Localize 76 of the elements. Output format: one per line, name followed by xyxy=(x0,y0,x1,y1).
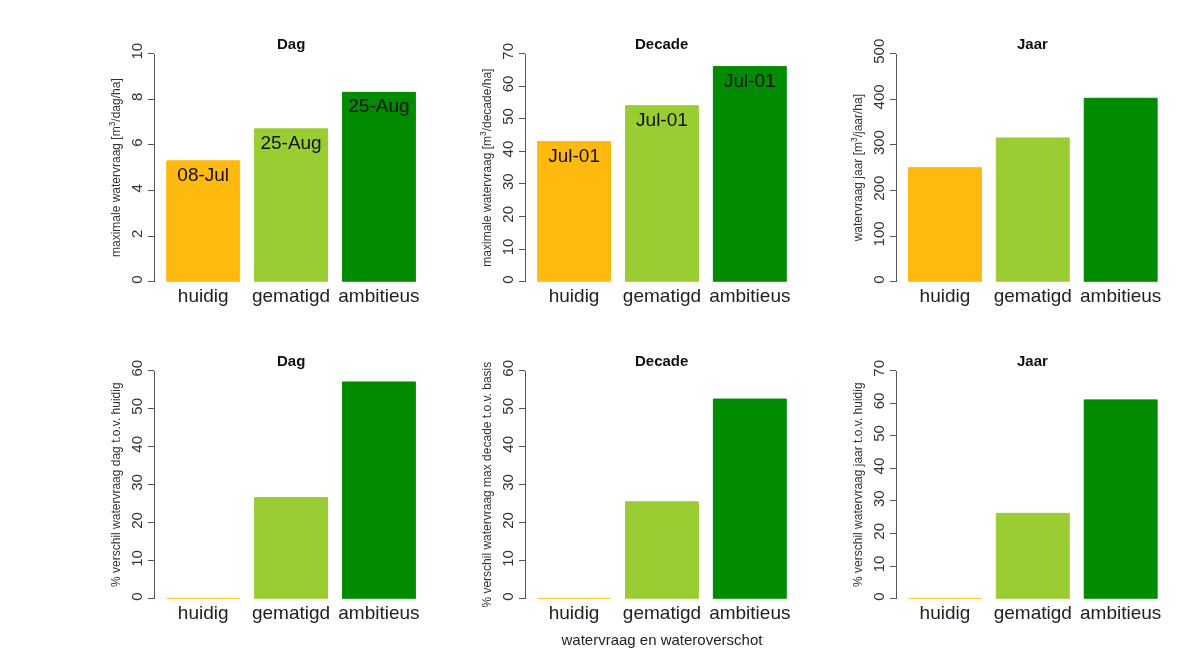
y-tick-label: 20 xyxy=(498,205,516,223)
y-tick-label: 40 xyxy=(127,436,145,453)
y-tick-label: 0 xyxy=(869,275,887,284)
x-tick-label: huidig xyxy=(548,284,600,306)
x-tick-label: ambitieus xyxy=(1080,601,1162,623)
x-tick-label: huidig xyxy=(177,284,229,306)
y-tick-label: 2 xyxy=(127,229,145,239)
y-tick-label: 6 xyxy=(127,138,145,147)
y-tick-label: 10 xyxy=(127,550,145,567)
y-tick-label: 60 xyxy=(869,392,887,410)
y-tick-label: 4 xyxy=(127,184,145,193)
y-tick-label: 20 xyxy=(869,522,887,540)
y-tick-label: 50 xyxy=(498,397,516,415)
y-tick-label: 50 xyxy=(127,397,145,415)
x-tick-label: gematigd xyxy=(251,601,331,623)
y-tick-label: 20 xyxy=(127,512,145,529)
y-axis-title: % verschil watervraag jaar t.o.v. huidig xyxy=(850,382,865,587)
y-tick-label: 10 xyxy=(498,238,516,256)
x-tick-label: huidig xyxy=(919,601,971,623)
y-tick-label: 30 xyxy=(127,474,145,491)
y-axis-title: % verschil watervraag max decade t.o.v. basis xyxy=(480,361,495,608)
x-tick-label: ambitieus xyxy=(709,284,791,306)
x-tick-label: huidig xyxy=(177,601,229,623)
data-label: Jul-01 xyxy=(548,144,600,166)
data-label: 08-Jul xyxy=(177,163,230,185)
y-tick-label: 10 xyxy=(869,555,887,573)
y-tick-label: 200 xyxy=(869,175,887,201)
chart-title: Decade xyxy=(635,352,689,369)
y-tick-label: 40 xyxy=(498,140,516,158)
y-tick-label: 20 xyxy=(498,512,516,529)
y-tick-label: 30 xyxy=(498,173,516,191)
y-tick-label: 40 xyxy=(498,436,516,453)
x-tick-label: huidig xyxy=(919,284,971,306)
y-tick-label: 10 xyxy=(127,42,145,60)
y-tick-label: 0 xyxy=(127,275,145,284)
chart-title: Dag xyxy=(277,35,306,52)
y-tick-label: 50 xyxy=(869,425,887,442)
y-tick-label: 70 xyxy=(869,359,887,377)
x-tick-label: ambitieus xyxy=(709,601,791,623)
chart-title: Jaar xyxy=(1017,35,1049,52)
x-tick-label: ambitieus xyxy=(1080,284,1162,306)
y-tick-label: 30 xyxy=(869,490,887,508)
y-tick-label: 400 xyxy=(869,84,887,110)
data-label: Jul-01 xyxy=(636,108,688,130)
data-label: 25-Aug xyxy=(260,131,322,153)
y-tick-label: 0 xyxy=(498,275,516,284)
x-tick-label: huidig xyxy=(548,601,600,623)
y-tick-label: 8 xyxy=(127,92,145,102)
y-tick-label: 500 xyxy=(869,38,887,64)
x-tick-label: gematigd xyxy=(251,284,331,306)
x-tick-label: gematigd xyxy=(993,601,1072,623)
x-tick-label: ambitieus xyxy=(338,601,420,623)
x-tick-label: gematigd xyxy=(622,284,702,306)
chart-title: Jaar xyxy=(1017,352,1049,369)
y-tick-label: 70 xyxy=(498,42,516,60)
y-tick-label: 0 xyxy=(869,592,887,601)
data-label: 25-Aug xyxy=(348,95,410,117)
y-axis-title: % verschil watervraag dag t.o.v. huidig xyxy=(109,382,124,587)
y-tick-label: 50 xyxy=(498,108,516,125)
y-tick-label: 10 xyxy=(498,550,516,567)
y-tick-label: 300 xyxy=(869,130,887,156)
x-tick-label: gematigd xyxy=(622,601,702,623)
data-label: Jul-01 xyxy=(723,69,776,91)
y-tick-label: 60 xyxy=(498,359,516,377)
chart-title: Dag xyxy=(277,352,306,369)
x-tick-label: gematigd xyxy=(993,284,1072,306)
y-tick-label: 100 xyxy=(869,221,887,247)
chart-title: Decade xyxy=(635,35,689,52)
y-tick-label: 40 xyxy=(869,457,887,475)
y-tick-label: 60 xyxy=(498,75,516,93)
x-tick-label: ambitieus xyxy=(338,284,420,306)
y-tick-label: 30 xyxy=(498,474,516,491)
y-tick-label: 60 xyxy=(127,359,145,377)
y-tick-label: 0 xyxy=(498,592,516,601)
y-tick-label: 0 xyxy=(127,592,145,601)
x-axis-title: watervraag en wateroverschot xyxy=(560,630,764,648)
